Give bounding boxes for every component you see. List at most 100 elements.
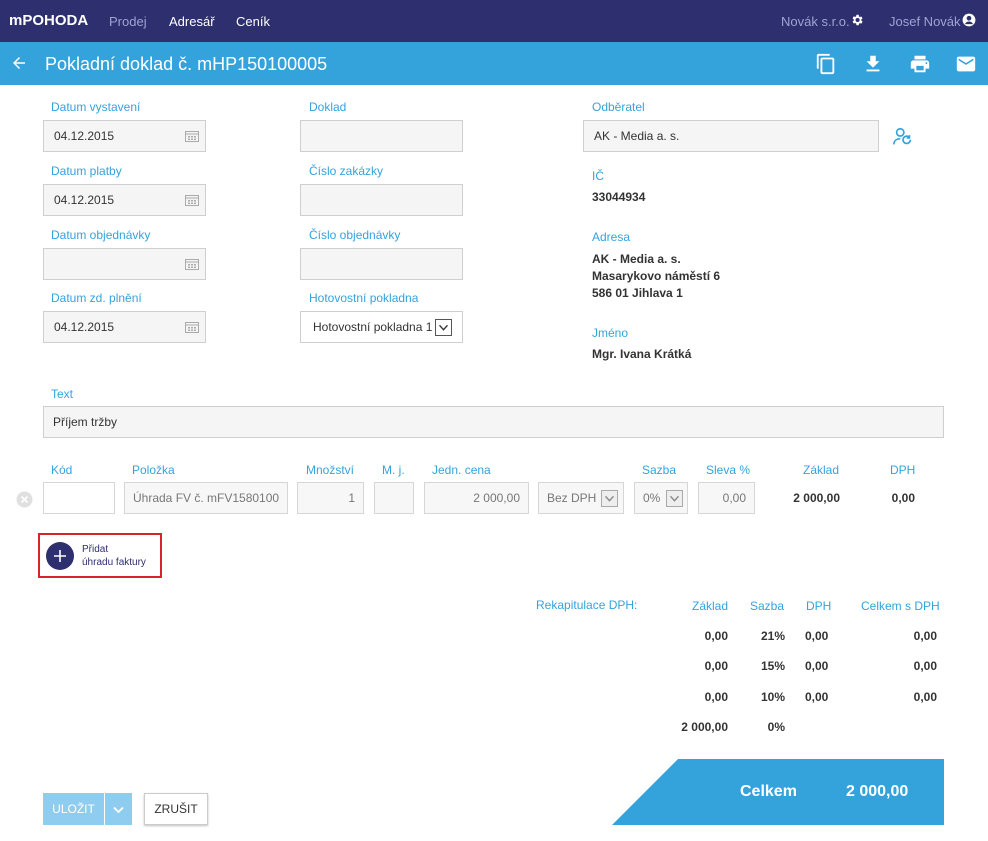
recap-header-celkem: Celkem s DPH [861,599,940,613]
col-header-jedn-cena: Jedn. cena [432,463,491,477]
chevron-down-icon[interactable] [435,319,452,336]
recap-row-3-dph: 0,00 [805,690,829,704]
recap-header-dph: DPH [806,599,832,613]
adresa-line-1: AK - Media a. s. [592,252,681,266]
row-sleva-input[interactable]: 0,00 [698,482,755,514]
nav-item-prodej[interactable]: Prodej [109,14,147,29]
adresa-line-3: 586 01 Jihlava 1 [592,286,683,300]
datum-platby-input[interactable]: 04.12.2015 [43,184,206,216]
save-button[interactable]: ULOŽIT [43,793,104,825]
copy-icon[interactable] [815,53,837,75]
text-input[interactable]: Příjem tržby [43,406,944,438]
row-jedn-cena-input[interactable]: 2 000,00 [424,482,529,514]
add-payment-line-1: Přidat [82,544,109,555]
col-header-sazba: Sazba [642,463,677,477]
recap-row-2-sazba: 15% [760,659,785,673]
row-kod-input[interactable] [43,482,115,514]
row-sazba-select[interactable]: 0% [634,482,688,514]
col-header-dph: DPH [890,463,916,477]
col-header-mnozstvi: Množství [306,463,355,477]
datum-vystaveni-input[interactable]: 04.12.2015 [43,120,206,152]
add-payment-line-2: úhradu faktury [82,557,146,568]
row-mnozstvi-value: 1 [348,491,355,505]
ic-label: IČ [592,169,604,183]
datum-platby-label: Datum platby [51,164,122,178]
company-name[interactable]: Novák s.r.o. [781,14,850,29]
download-icon[interactable] [862,53,884,75]
adresa-line-2: Masarykovo náměstí 6 [592,269,721,283]
row-sazba-value: 0% [643,491,661,505]
row-jedn-cena-value: 2 000,00 [473,491,520,505]
row-polozka-input[interactable]: Úhrada FV č. mFV1580100 [124,482,288,514]
datum-platby-value: 04.12.2015 [54,193,115,207]
recap-row-4-sazba: 0% [767,720,785,734]
row-polozka-value: Úhrada FV č. mFV1580100 [133,491,280,505]
calendar-icon[interactable] [185,321,199,333]
adresa-label: Adresa [592,230,631,244]
recap-row-3-zaklad: 0,00 [704,690,728,704]
datum-objednavky-input[interactable] [43,248,206,280]
hotovostni-pokladna-select[interactable]: Hotovostní pokladna 1 [300,311,463,343]
datum-zd-plneni-input[interactable]: 04.12.2015 [43,311,206,343]
recap-row-2-celkem: 0,00 [913,659,937,673]
app-brand[interactable]: mPOHODA [9,12,89,29]
add-invoice-payment-button[interactable]: Přidat úhradu faktury [38,533,162,578]
row-mj-input[interactable] [374,482,414,514]
recap-row-2-zaklad: 0,00 [704,659,728,673]
doklad-input[interactable] [300,120,463,152]
chevron-down-icon[interactable] [112,803,125,816]
print-icon[interactable] [909,53,931,75]
col-header-zaklad: Základ [803,463,840,477]
plus-icon[interactable] [46,542,74,570]
recap-header-sazba: Sazba [750,599,785,613]
change-customer-icon[interactable] [892,126,914,148]
total-value: 2 000,00 [846,783,909,800]
chevron-down-icon[interactable] [666,490,683,507]
remove-row-icon[interactable] [16,491,33,508]
doklad-label: Doklad [309,100,347,114]
row-sleva-value: 0,00 [722,491,746,505]
recap-row-1-celkem: 0,00 [913,629,937,643]
row-mnozstvi-input[interactable]: 1 [297,482,364,514]
datum-vystaveni-label: Datum vystavení [51,100,141,114]
text-label: Text [51,387,74,401]
datum-zd-plneni-label: Datum zd. plnění [51,291,142,305]
calendar-icon[interactable] [185,258,199,270]
user-account-icon[interactable] [962,13,976,27]
datum-objednavky-label: Datum objednávky [51,228,151,242]
row-dph: 0,00 [891,491,915,505]
cancel-button[interactable]: ZRUŠIT [144,793,208,825]
nav-item-cenik[interactable]: Ceník [236,14,270,29]
cislo-objednavky-input[interactable] [300,248,463,280]
col-header-sleva: Sleva % [706,463,751,477]
ic-value: 33044934 [592,190,646,204]
recap-row-1-dph: 0,00 [805,629,829,643]
cislo-objednavky-label: Číslo objednávky [309,228,401,242]
cislo-zakazky-label: Číslo zakázky [309,164,384,178]
user-name[interactable]: Josef Novák [889,14,961,29]
jmeno-value: Mgr. Ivana Krátká [592,347,692,361]
save-options-dropdown[interactable] [105,793,132,825]
cislo-zakazky-input[interactable] [300,184,463,216]
recap-row-1-sazba: 21% [760,629,785,643]
col-header-polozka: Položka [132,463,175,477]
calendar-icon[interactable] [185,194,199,206]
recap-header-zaklad: Základ [692,599,729,613]
total-label: Celkem [740,783,797,800]
recap-title: Rekapitulace DPH: [536,598,638,612]
recap-row-4-zaklad: 2 000,00 [681,720,728,734]
row-typ-select[interactable]: Bez DPH [538,482,624,514]
calendar-icon[interactable] [185,130,199,142]
nav-item-adresar[interactable]: Adresář [169,14,215,29]
text-value: Příjem tržby [53,415,118,429]
hotovostni-pokladna-label: Hotovostní pokladna [309,291,419,305]
hotovostni-pokladna-value: Hotovostní pokladna 1 [313,320,433,334]
back-arrow-icon[interactable] [10,54,28,72]
odberatel-input[interactable]: AK - Media a. s. [583,120,879,152]
odberatel-value: AK - Media a. s. [594,129,680,143]
datum-zd-plneni-value: 04.12.2015 [54,320,115,334]
gear-icon[interactable] [850,13,864,27]
row-zaklad: 2 000,00 [793,491,840,505]
chevron-down-icon[interactable] [601,490,618,507]
email-icon[interactable] [955,53,977,75]
